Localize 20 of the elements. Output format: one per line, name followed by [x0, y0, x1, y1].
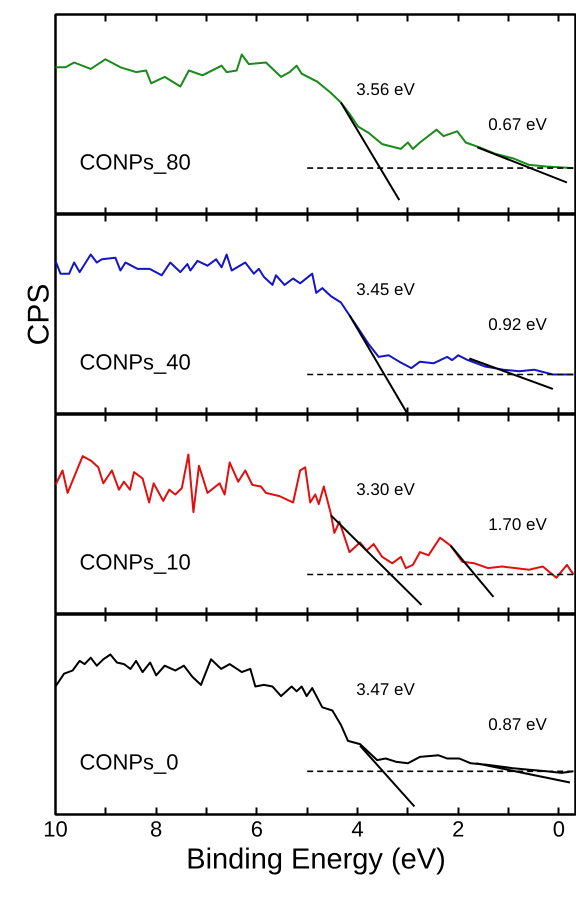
- y-axis-title: CPS: [22, 284, 56, 346]
- x-tick-label: 8: [150, 816, 162, 842]
- x-tick-label: 10: [43, 816, 68, 842]
- annotation: 1.70 eV: [488, 515, 548, 534]
- text: CONPs_40: [80, 350, 191, 374]
- annotation: 0.92 eV: [488, 315, 548, 334]
- x-axis-title: Binding Energy (eV): [186, 844, 446, 876]
- annotation: 3.45 eV: [356, 280, 416, 299]
- annotation: 3.30 eV: [356, 480, 416, 499]
- x-tick-label: 0: [552, 816, 566, 842]
- annotation: 0.87 eV: [488, 715, 548, 734]
- annotation: 0.67 eV: [488, 115, 548, 134]
- annotation: 3.56 eV: [356, 80, 416, 99]
- text: CONPs_10: [80, 550, 191, 574]
- text: CONPs_0: [80, 750, 179, 774]
- x-tick-label: 2: [452, 816, 464, 842]
- annotation: 3.47 eV: [356, 680, 416, 699]
- x-tick-label: 4: [351, 816, 364, 842]
- x-tick-label: 6: [250, 816, 263, 842]
- text: CONPs_80: [80, 150, 191, 174]
